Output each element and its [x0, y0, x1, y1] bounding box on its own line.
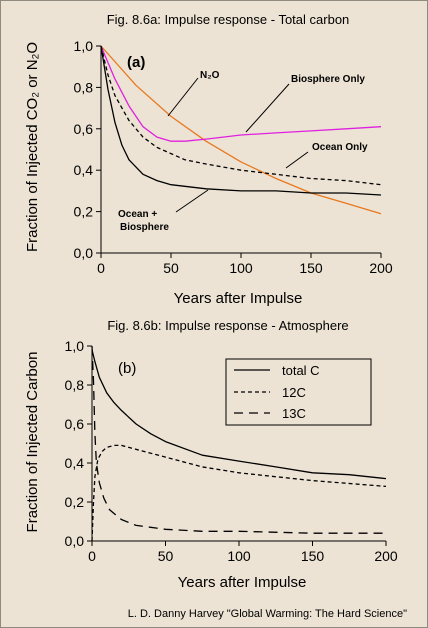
- legend-label-13c: 13C: [282, 406, 306, 421]
- chart-b-x-tick-label: 200: [374, 548, 398, 564]
- chart-b-legend: total C 12C 13C: [225, 358, 372, 426]
- chart-b-series-line-1: [91, 444, 387, 542]
- chart-a-ylabel: Fraction of Injected CO₂ or N₂O: [24, 42, 41, 252]
- chart-b-panel-label: (b): [118, 360, 136, 377]
- chart-a-xlabel: Years after Impulse: [174, 290, 303, 307]
- chart-b-y-tick-label: 0,8: [65, 377, 85, 393]
- credit-text: L. D. Danny Harvey "Global Warming: The …: [128, 608, 407, 620]
- chart-a-y-tick-label: 0,4: [74, 162, 94, 178]
- annotation-n2o-pointer: [167, 77, 199, 117]
- chart-b-axes: 0 50 100 150 200 0,0 0,2 0,4 0,6 0,8 1,0: [65, 338, 398, 564]
- annotation-ocean-only: Ocean Only: [312, 142, 368, 153]
- annotation-ocean-biosphere-pointer: [175, 189, 209, 213]
- chart-b-series-line-0: [91, 349, 387, 480]
- annotation-ocean-plus: Ocean +: [118, 209, 157, 220]
- annotation-biosphere-only: Biosphere Only: [291, 74, 365, 85]
- chart-a-series-line-2: [100, 45, 382, 186]
- chart-b-y-tick-label: 0,6: [65, 416, 85, 432]
- chart-a-x-tick-label: 150: [299, 260, 323, 276]
- chart-b-x-tick-label: 100: [227, 548, 251, 564]
- chart-a-y-tick-label: 0,2: [74, 204, 94, 220]
- legend-label-total-c: total C: [282, 363, 320, 378]
- annotation-biosphere: Biosphere: [120, 222, 169, 233]
- chart-b-x-tick-label: 150: [301, 548, 325, 564]
- annotation-ocean-only-pointer: [285, 151, 309, 169]
- chart-b-ylabel: Fraction of Injected Carbon: [24, 352, 41, 533]
- chart-a-series-line-1: [100, 45, 382, 142]
- chart-b-y-tick-label: 0,4: [65, 455, 85, 471]
- chart-a-y-tick-label: 0,6: [74, 121, 94, 137]
- chart-b-series: [91, 345, 387, 542]
- chart-a-title: Fig. 8.6a: Impulse response - Total carb…: [107, 12, 350, 27]
- chart-a-x-tick-label: 50: [163, 260, 179, 276]
- chart-b-y-tick-label: 1,0: [65, 338, 85, 354]
- chart-a-series-line-3: [100, 45, 382, 196]
- chart-a-x-tick-label: 0: [97, 260, 105, 276]
- chart-a-y-tick-label: 0,0: [74, 245, 94, 261]
- chart-b-title: Fig. 8.6b: Impulse response - Atmosphere: [107, 318, 348, 333]
- chart-a-axes: 0 50 100 150 200 0,0 0,2 0,4 0,6 0,8 1,0: [74, 38, 393, 276]
- chart-a-x-tick-label: 200: [369, 260, 393, 276]
- chart-a-series-line-0: [100, 45, 382, 215]
- chart-b-series-line-2: [91, 345, 386, 534]
- chart-a-y-tick-label: 0,8: [74, 79, 94, 95]
- legend-box: [225, 358, 372, 426]
- chart-b-y-tick-label: 0,0: [65, 533, 85, 549]
- chart-a-x-tick-label: 100: [229, 260, 253, 276]
- chart-b-xlabel: Years after Impulse: [178, 574, 307, 591]
- chart-b-y-tick-label: 0,2: [65, 494, 85, 510]
- chart-a-series: [100, 45, 382, 215]
- chart-a-y-tick-label: 1,0: [74, 38, 94, 54]
- chart-a-panel-label: (a): [127, 54, 145, 71]
- chart-b-x-tick-label: 0: [88, 548, 96, 564]
- annotation-n2o: N₂O: [200, 70, 220, 81]
- annotation-biosphere-only-pointer: [245, 83, 290, 133]
- chart-b-x-tick-label: 50: [158, 548, 174, 564]
- legend-label-12c: 12C: [282, 385, 306, 400]
